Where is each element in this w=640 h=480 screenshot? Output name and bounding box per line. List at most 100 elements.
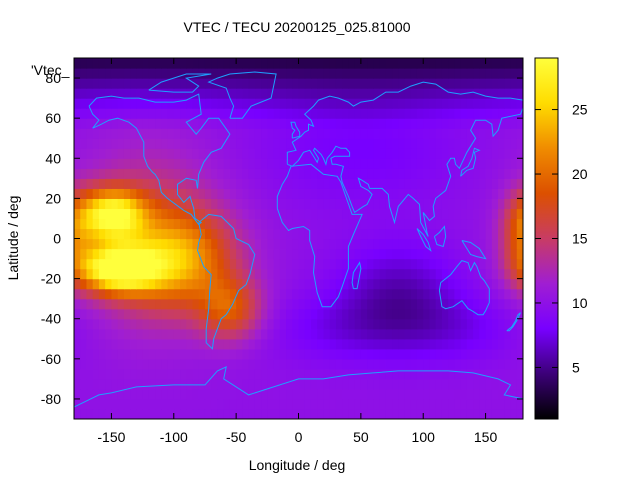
- heatmap-cell: [479, 168, 487, 179]
- heatmap-cell: [410, 148, 418, 159]
- heatmap-cell: [360, 218, 368, 230]
- heatmap-cell: [198, 198, 206, 210]
- heatmap-cell: [279, 168, 287, 179]
- heatmap-cell: [229, 158, 237, 169]
- heatmap-cell: [317, 338, 325, 350]
- heatmap-cell: [473, 388, 480, 400]
- heatmap-cell: [92, 328, 100, 340]
- heatmap-cell: [354, 338, 362, 350]
- heatmap-cell: [236, 88, 243, 99]
- heatmap-cell: [379, 298, 387, 310]
- heatmap-cell: [123, 318, 131, 330]
- heatmap-cell: [329, 118, 337, 129]
- heatmap-cell: [317, 208, 325, 220]
- heatmap-cell: [404, 208, 412, 220]
- heatmap-cell: [142, 398, 150, 410]
- heatmap-cell: [410, 178, 418, 189]
- heatmap-cell: [410, 248, 418, 260]
- heatmap-cell: [310, 268, 318, 280]
- heatmap-cell: [416, 338, 424, 350]
- heatmap-cell: [105, 408, 113, 419]
- heatmap-cell: [261, 78, 268, 89]
- heatmap-cell: [298, 388, 306, 400]
- heatmap-cell: [329, 158, 337, 169]
- colorbar-tick-label: 5: [572, 359, 580, 375]
- heatmap-cell: [373, 108, 381, 119]
- heatmap-cell: [510, 88, 518, 99]
- heatmap-cell: [254, 268, 262, 280]
- heatmap-cell: [204, 328, 212, 340]
- heatmap-cell: [242, 238, 250, 250]
- heatmap-cell: [167, 78, 175, 89]
- heatmap-cell: [286, 58, 293, 69]
- heatmap-cell: [148, 78, 156, 89]
- heatmap-cell: [392, 118, 399, 129]
- heatmap-cell: [286, 268, 293, 280]
- heatmap-cell: [74, 188, 81, 199]
- heatmap-cell: [273, 388, 281, 400]
- heatmap-cell: [86, 358, 94, 370]
- heatmap-cell: [342, 108, 349, 119]
- heatmap-cell: [367, 148, 374, 159]
- heatmap-cell: [242, 258, 250, 270]
- heatmap-cell: [392, 268, 399, 280]
- heatmap-cell: [142, 218, 150, 230]
- heatmap-cell: [217, 238, 225, 250]
- heatmap-cell: [392, 218, 399, 230]
- heatmap-cell: [479, 368, 487, 380]
- heatmap-cell: [298, 218, 306, 230]
- heatmap-cell: [192, 88, 200, 99]
- heatmap-cell: [273, 88, 281, 99]
- heatmap-cell: [180, 158, 187, 169]
- heatmap-cell: [229, 318, 237, 330]
- heatmap-cell: [254, 148, 262, 159]
- heatmap-cell: [392, 328, 399, 340]
- heatmap-cell: [74, 378, 81, 390]
- heatmap-cell: [80, 108, 88, 119]
- heatmap-cell: [392, 228, 399, 240]
- heatmap-cell: [516, 318, 523, 330]
- heatmap-cell: [192, 278, 200, 290]
- heatmap-cell: [304, 188, 312, 199]
- heatmap-cell: [304, 298, 312, 310]
- heatmap-cell: [348, 268, 356, 280]
- heatmap-cell: [379, 178, 387, 189]
- heatmap-cell: [217, 58, 225, 69]
- heatmap-cell: [510, 188, 518, 199]
- heatmap-cell: [211, 128, 219, 139]
- heatmap-cell: [416, 228, 424, 240]
- heatmap-cell: [360, 328, 368, 340]
- heatmap-cell: [367, 268, 374, 280]
- heatmap-cell: [98, 398, 106, 410]
- heatmap-cell: [211, 228, 219, 240]
- heatmap-cell: [473, 178, 480, 189]
- heatmap-cell: [211, 268, 219, 280]
- heatmap-cell: [360, 178, 368, 189]
- heatmap-cell: [504, 188, 512, 199]
- heatmap-cell: [310, 108, 318, 119]
- heatmap-cell: [491, 228, 499, 240]
- heatmap-cell: [123, 228, 131, 240]
- heatmap-cell: [80, 368, 88, 380]
- heatmap-cell: [367, 108, 374, 119]
- heatmap-cell: [186, 228, 194, 240]
- heatmap-cell: [186, 248, 194, 260]
- heatmap-cell: [136, 198, 144, 210]
- heatmap-cell: [423, 248, 431, 260]
- heatmap-cell: [448, 258, 456, 270]
- heatmap-cell: [504, 348, 512, 360]
- heatmap-cell: [510, 158, 518, 169]
- heatmap-cell: [379, 148, 387, 159]
- heatmap-cell: [404, 328, 412, 340]
- heatmap-cell: [498, 318, 505, 330]
- heatmap-cell: [466, 188, 474, 199]
- heatmap-cell: [429, 268, 437, 280]
- heatmap-cell: [410, 218, 418, 230]
- y-tick-label: 0: [53, 231, 61, 247]
- heatmap-cell: [485, 368, 493, 380]
- heatmap-cell: [236, 388, 243, 400]
- heatmap-cell: [80, 268, 88, 280]
- heatmap-cell: [385, 258, 393, 270]
- heatmap-cell: [105, 58, 113, 69]
- heatmap-cell: [286, 188, 293, 199]
